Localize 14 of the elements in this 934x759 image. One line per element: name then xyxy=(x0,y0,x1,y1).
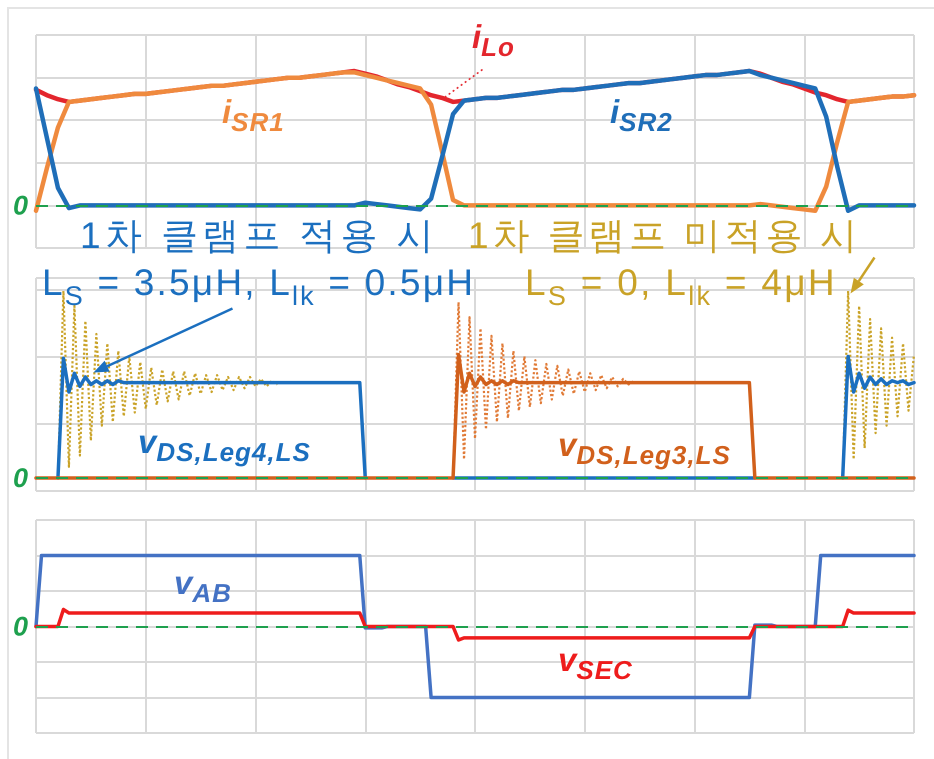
annotation: L$_{S}$ = 0, L$_{lk}$ = 4μH xyxy=(525,262,837,311)
ref-line-label: 0 xyxy=(12,190,28,220)
ref-line-label: 0 xyxy=(12,463,28,494)
series-label: i$_{SR1}$ xyxy=(222,93,285,137)
text: 1차 클램프 미적용 시 xyxy=(468,215,862,256)
series-label: i$_{Lo}$ xyxy=(472,18,515,62)
ref-line-label: 0 xyxy=(12,612,28,642)
series-label: i$_{SR2}$ xyxy=(610,93,673,137)
series-label: v$_{DS,Leg4,LS}$ xyxy=(138,423,311,467)
series-label: v$_{SEC}$ xyxy=(558,641,633,685)
text: 1차 클램프 적용 시 xyxy=(80,215,438,256)
series-label: v$_{DS,Leg3,LS}$ xyxy=(558,426,731,470)
series-label: v$_{AB}$ xyxy=(174,564,232,608)
annotation: L$_{S}$ = 3.5μH, L$_{lk}$ = 0.5μH xyxy=(42,262,476,311)
